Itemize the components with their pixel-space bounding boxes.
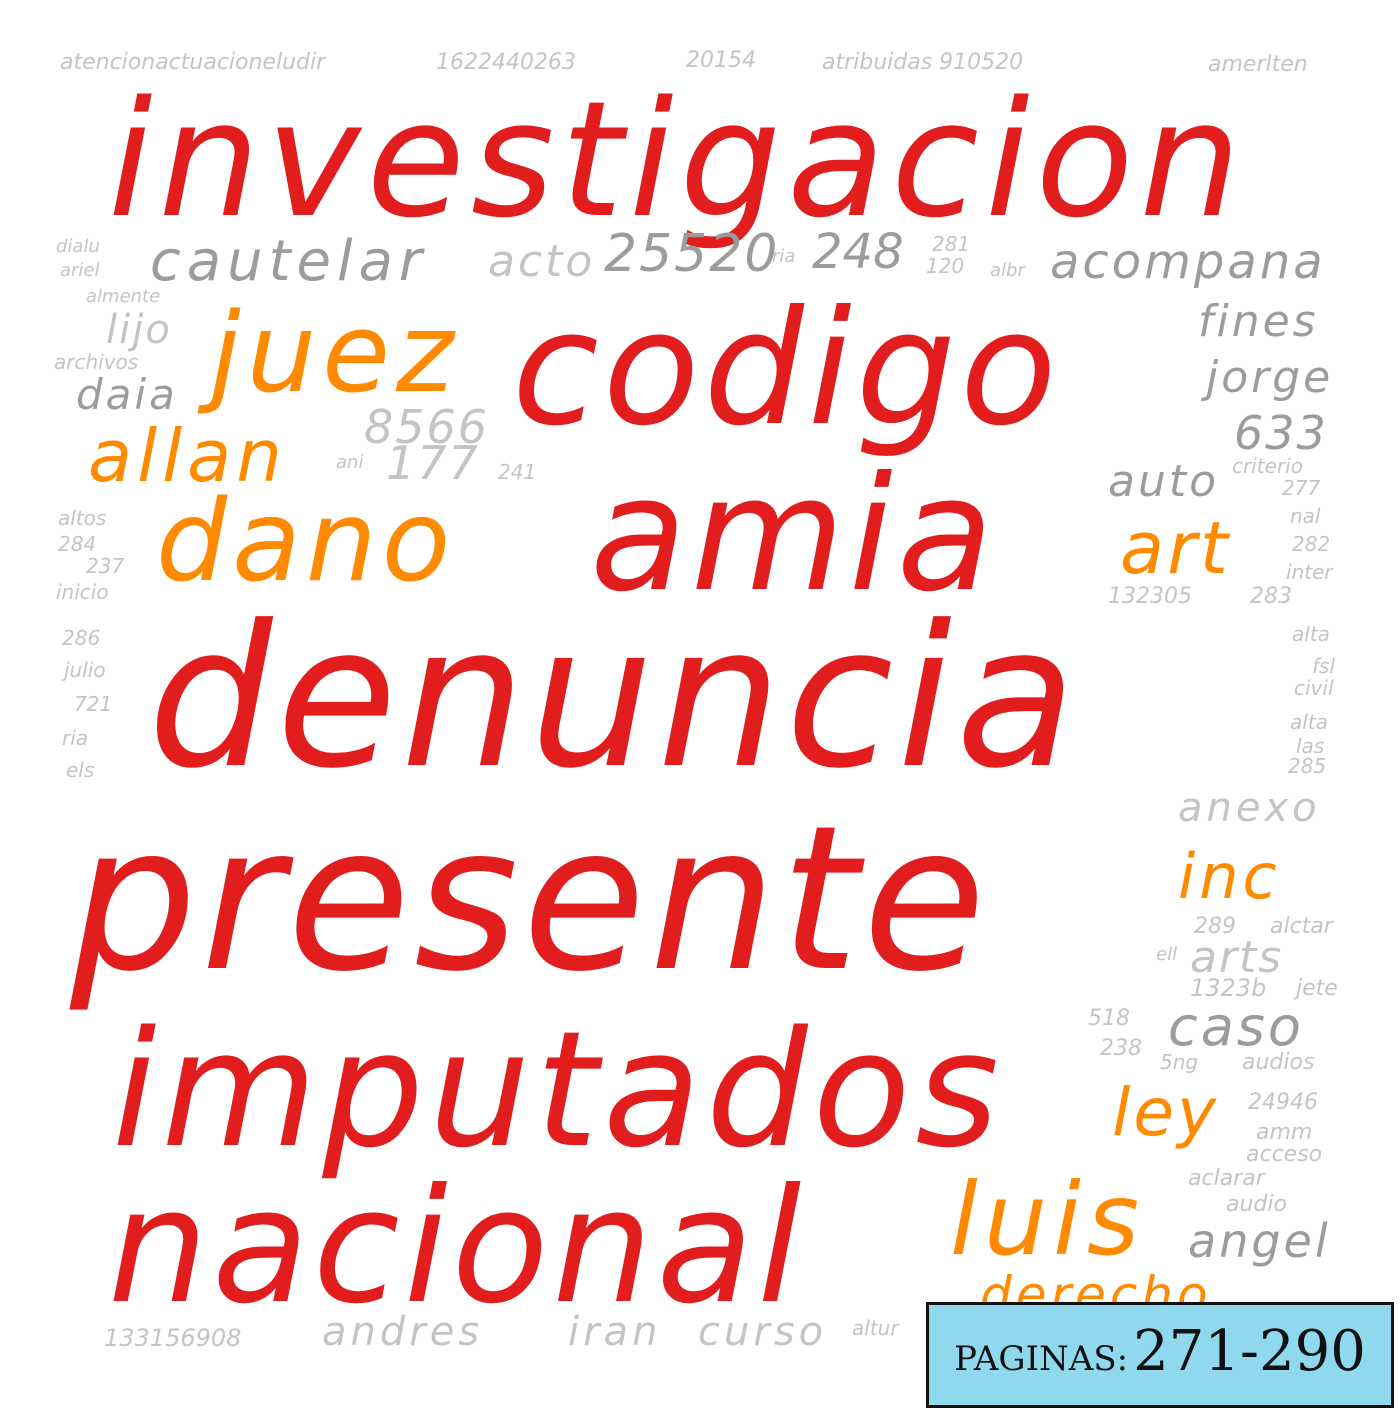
cloud-word: 25520 <box>604 224 780 284</box>
cloud-word-acompana: acompana <box>1050 234 1326 290</box>
cloud-word: nal <box>1290 504 1321 528</box>
cloud-word: julio <box>64 658 106 682</box>
cloud-word: amerlten <box>1208 52 1308 77</box>
cloud-word-acto: acto <box>488 236 596 287</box>
cloud-word: 177 <box>386 436 480 490</box>
cloud-word: 237 <box>86 554 125 578</box>
cloud-word: alta <box>1290 710 1328 734</box>
cloud-word: 24946 <box>1248 1090 1318 1115</box>
cloud-word: audio <box>1226 1192 1287 1217</box>
pages-label: PAGINAS: <box>954 1339 1129 1379</box>
cloud-word: 248 <box>812 224 904 280</box>
cloud-word: fsl <box>1312 654 1336 678</box>
cloud-word: las <box>1296 734 1325 758</box>
cloud-word-cautelar: cautelar <box>150 229 428 294</box>
cloud-word: lijo <box>106 307 172 353</box>
cloud-word-angel: angel <box>1188 1214 1331 1268</box>
cloud-word: 133156908 <box>104 1324 242 1352</box>
cloud-word-luis: luis <box>950 1161 1146 1278</box>
cloud-word-nacional: nacional <box>108 1155 806 1339</box>
cloud-word-amia: amia <box>590 443 998 627</box>
cloud-word: audios <box>1242 1050 1315 1075</box>
cloud-word: 721 <box>74 692 113 716</box>
cloud-word-auto: auto <box>1108 456 1220 507</box>
cloud-word: altos <box>58 506 107 530</box>
cloud-word-allan: allan <box>88 414 287 498</box>
cloud-word-anexo: anexo <box>1178 785 1321 831</box>
cloud-word: 277 <box>1282 476 1321 500</box>
cloud-word: ariel <box>60 260 100 281</box>
cloud-word: 286 <box>62 626 101 650</box>
cloud-word: amm <box>1256 1120 1313 1145</box>
cloud-word: aclarar <box>1188 1166 1265 1191</box>
cloud-word: albr <box>990 260 1025 281</box>
cloud-word: dialu <box>56 236 100 257</box>
cloud-word: 238 <box>1100 1036 1142 1061</box>
cloud-word: acceso <box>1246 1142 1323 1167</box>
cloud-word-ley: ley <box>1112 1074 1220 1151</box>
cloud-word-andres: andres <box>322 1309 484 1355</box>
pages-badge: PAGINAS: 271-290 <box>926 1302 1394 1408</box>
cloud-word-arts: arts <box>1190 932 1284 983</box>
cloud-word-art: art <box>1120 506 1231 590</box>
cloud-word-jorge: jorge <box>1206 352 1334 403</box>
cloud-word-juez: juez <box>210 289 460 417</box>
cloud-word-dano: dano <box>156 477 456 607</box>
cloud-word-denuncia: denuncia <box>148 584 1080 812</box>
cloud-word: 1622440263 <box>436 50 576 75</box>
cloud-word: almente <box>86 286 161 307</box>
cloud-word: 20154 <box>686 48 756 73</box>
cloud-word: ria <box>62 726 89 750</box>
cloud-word: ani <box>336 452 364 473</box>
cloud-word: inter <box>1286 560 1333 584</box>
cloud-word: altur <box>852 1316 899 1340</box>
cloud-word: ria <box>772 246 796 267</box>
cloud-word: 120 <box>926 254 965 278</box>
cloud-word: atribuidas 910520 <box>822 50 1024 75</box>
cloud-word-curso: curso <box>698 1309 828 1355</box>
cloud-word-caso: caso <box>1168 995 1304 1058</box>
cloud-word: 518 <box>1088 1006 1130 1031</box>
cloud-word: 289 <box>1194 914 1236 939</box>
cloud-word: alta <box>1292 622 1330 646</box>
cloud-word: 8566 <box>364 400 490 454</box>
cloud-word-fines: fines <box>1198 296 1319 347</box>
cloud-word: archivos <box>54 350 139 374</box>
cloud-word: daia <box>76 370 178 419</box>
cloud-word: alctar <box>1270 914 1333 939</box>
cloud-word: atencionactuacioneludir <box>60 50 326 75</box>
cloud-word: 633 <box>1234 406 1328 460</box>
cloud-word-presente: presente <box>70 783 990 1016</box>
cloud-word: 5ng <box>1160 1050 1199 1074</box>
cloud-word: els <box>66 758 95 782</box>
cloud-word-imputados: imputados <box>112 996 1004 1183</box>
cloud-word: jete <box>1296 976 1338 1001</box>
cloud-word-investigacion: investigacion <box>108 66 1247 253</box>
cloud-word: criterio <box>1232 454 1303 478</box>
cloud-word: 132305 <box>1108 584 1192 609</box>
cloud-word: ell <box>1156 944 1178 965</box>
cloud-word: 282 <box>1292 532 1331 556</box>
cloud-word: 285 <box>1288 754 1327 778</box>
cloud-word: 1323b <box>1190 974 1267 1002</box>
cloud-word: 283 <box>1250 584 1292 609</box>
cloud-word: inicio <box>56 580 109 604</box>
cloud-word: 281 <box>932 232 971 256</box>
cloud-word-codigo: codigo <box>512 277 1061 461</box>
cloud-word: 284 <box>58 532 97 556</box>
cloud-word: civil <box>1294 676 1334 700</box>
cloud-word-iran: iran <box>568 1309 662 1355</box>
pages-range: 271-290 <box>1133 1319 1366 1384</box>
cloud-word-inc: inc <box>1178 840 1281 913</box>
cloud-word: 241 <box>498 460 537 484</box>
